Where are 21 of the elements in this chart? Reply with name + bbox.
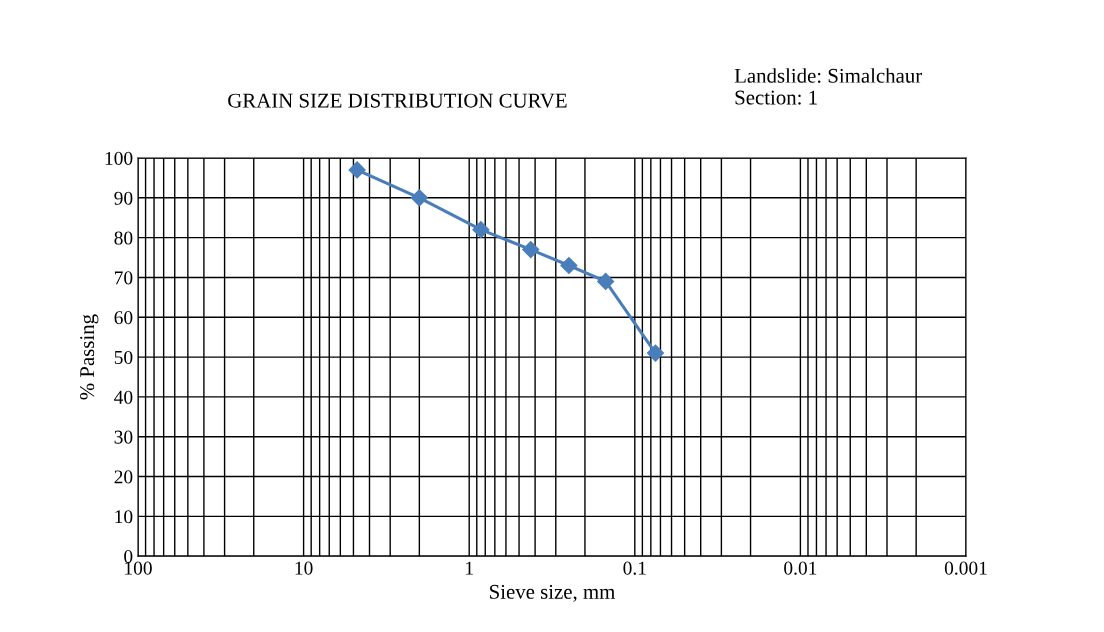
x-tick-label: 1 xyxy=(466,561,473,575)
y-axis-title: % Passing xyxy=(80,314,99,400)
chart-title: GRAIN SIZE DISTRIBUTION CURVE xyxy=(228,93,567,108)
y-tick-label: 0 xyxy=(124,549,133,564)
x-tick-label: 100 xyxy=(125,561,152,575)
y-tick-label: 30 xyxy=(114,430,133,444)
x-tick-label: 0.001 xyxy=(944,561,987,575)
x-tick-label: 0.01 xyxy=(784,561,817,575)
y-tick-label: 70 xyxy=(114,271,133,285)
y-tick-label: 40 xyxy=(114,390,133,404)
x-tick-label: 10 xyxy=(295,561,313,575)
y-tick-label: 60 xyxy=(114,311,133,325)
y-tick-label: 90 xyxy=(114,191,133,205)
text: Landslide: Simalchaur Section: 1 xyxy=(734,68,923,105)
y-tick-label: 10 xyxy=(115,510,133,524)
y-tick-label: 100 xyxy=(105,151,133,165)
y-tick-label: 80 xyxy=(114,231,133,245)
x-axis-title: Sieve size, mm xyxy=(490,584,616,602)
x-tick-label: 0.1 xyxy=(623,561,646,575)
y-tick-label: 50 xyxy=(114,350,133,365)
y-tick-label: 20 xyxy=(114,470,133,484)
